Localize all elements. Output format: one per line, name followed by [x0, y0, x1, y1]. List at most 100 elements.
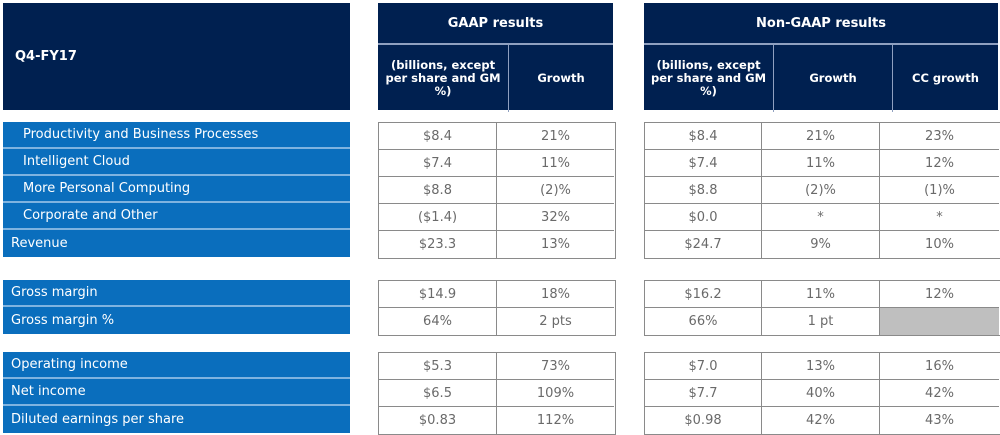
gaap-grid-group-2-cell: 64% — [379, 308, 497, 335]
gaap-grid-group-3-cell: $5.3 — [379, 353, 497, 380]
table-row: $8.4 21% — [379, 123, 615, 150]
table-row: $14.9 18% — [379, 281, 615, 308]
gaap-grid-group-3-cell: $6.5 — [379, 380, 497, 407]
row-label: Corporate and Other — [3, 203, 350, 230]
row-label-text: Gross margin — [11, 285, 98, 300]
row-label: Gross margin — [3, 280, 350, 307]
gaap-grid-group-1-cell: $8.8 — [379, 177, 497, 204]
row-label: Operating income — [3, 352, 350, 379]
table-row: $0.83 112% — [379, 407, 615, 434]
non-gaap-header: Non-GAAP results (billions, except per s… — [644, 3, 998, 112]
row-label: Net income — [3, 379, 350, 406]
non-gaap-grid-group-3-cell: $7.7 — [645, 380, 762, 407]
row-label-text: Operating income — [11, 357, 128, 372]
gaap-col-growth-text: Growth — [537, 71, 585, 85]
row-label: Productivity and Business Processes — [3, 122, 350, 149]
non-gaap-grid-group-1-cell: * — [880, 204, 999, 231]
row-label: Revenue — [3, 230, 350, 257]
non-gaap-grid-group-1: $8.4 21% 23% $7.4 11% 12% $8.8 (2)% (1)% $0.0 * * $2… — [644, 122, 1000, 259]
non-gaap-grid-group-1-cell: 9% — [762, 231, 880, 258]
non-gaap-grid-group-3-cell: $7.0 — [645, 353, 762, 380]
row-label-text: Revenue — [11, 236, 68, 251]
non-gaap-grid-group-1-cell: 21% — [762, 123, 880, 150]
non-gaap-grid-group-1-cell: 23% — [880, 123, 999, 150]
non-gaap-grid-group-2-cell: 66% — [645, 308, 762, 335]
non-gaap-col-growth: Growth — [774, 45, 893, 112]
gaap-grid-group-1-cell: $23.3 — [379, 231, 497, 258]
table-row: $7.0 13% 16% — [645, 353, 1000, 380]
row-label-text: More Personal Computing — [23, 181, 191, 196]
non-gaap-col-cc-growth: CC growth — [893, 45, 998, 112]
gaap-grid-group-1-cell: $7.4 — [379, 150, 497, 177]
gaap-grid-group-1-cell: (2)% — [497, 177, 614, 204]
non-gaap-col-growth-text: Growth — [809, 71, 857, 85]
table-row: 64% 2 pts — [379, 308, 615, 335]
non-gaap-grid-group-1-cell: 10% — [925, 237, 954, 252]
non-gaap-grid-group-1-cell: * — [762, 204, 880, 231]
non-gaap-grid-group-1-cell: $0.0 — [645, 204, 762, 231]
table-row: $6.5 109% — [379, 380, 615, 407]
period-label: Q4-FY17 — [15, 49, 77, 64]
gaap-grid-group-1-cell: ($1.4) — [379, 204, 497, 231]
non-gaap-grid-group-1-cell: $7.4 — [645, 150, 762, 177]
non-gaap-grid-group-2-cell: 12% — [880, 281, 999, 308]
table-row: $7.4 11% — [379, 150, 615, 177]
gaap-col-growth: Growth — [509, 45, 613, 112]
gaap-grid-group-3: $5.3 73% $6.5 109% $0.83 112% — [378, 352, 616, 435]
gaap-col-value: (billions, except per share and GM %) — [378, 45, 509, 112]
non-gaap-grid-group-3-cell: 40% — [762, 380, 880, 407]
gaap-grid-group-1-cell: 11% — [497, 150, 614, 177]
non-gaap-grid-group-2-cell: 11% — [762, 281, 880, 308]
non-gaap-grid-group-3: $7.0 13% 16% $7.7 40% 42% $0.98 42% 43% — [644, 352, 1000, 435]
non-gaap-grid-group-3-cell: 43% — [925, 413, 954, 428]
row-label: More Personal Computing — [3, 176, 350, 203]
non-gaap-grid-group-3-cell: $0.98 — [645, 407, 762, 434]
non-gaap-grid-group-3-cell: 42% — [762, 407, 880, 434]
period-header: Q4-FY17 — [3, 3, 350, 110]
row-label: Diluted earnings per share — [3, 406, 350, 433]
table-row: $0.0 * * — [645, 204, 1000, 231]
gaap-grid-group-3-cell: 109% — [497, 380, 614, 407]
gaap-grid-group-1-cell: 32% — [497, 204, 614, 231]
row-label-text: Productivity and Business Processes — [23, 127, 259, 142]
non-gaap-grid-group-1-cell: (1)% — [880, 177, 999, 204]
non-gaap-grid-group-1-cell: (2)% — [762, 177, 880, 204]
gaap-grid-group-3-cell: $0.83 — [379, 407, 497, 434]
non-gaap-grid-group-3-cell: 13% — [762, 353, 880, 380]
gaap-grid-group-2: $14.9 18% 64% 2 pts — [378, 280, 616, 336]
gaap-grid-group-2-cell: 2 pts — [539, 314, 572, 329]
non-gaap-grid-group-2: $16.2 11% 12% 66% 1 pt — [644, 280, 1000, 336]
gaap-grid-group-1: $8.4 21% $7.4 11% $8.8 (2)% ($1.4) 32% $23.3 13% — [378, 122, 616, 259]
non-gaap-col-value: (billions, except per share and GM %) — [644, 45, 774, 112]
table-row: $7.4 11% 12% — [645, 150, 1000, 177]
gaap-grid-group-1-cell: $8.4 — [379, 123, 497, 150]
non-gaap-grid-group-2-cell: 1 pt — [762, 308, 880, 335]
row-labels-group-1: Productivity and Business Processes Intel… — [3, 122, 350, 257]
row-label-text: Corporate and Other — [23, 208, 158, 223]
gaap-grid-group-2-cell: $14.9 — [379, 281, 497, 308]
gaap-col-value-text: (billions, except per share and GM %) — [385, 58, 501, 98]
non-gaap-grid-group-1-cell: $8.4 — [645, 123, 762, 150]
non-gaap-col-value-text: (billions, except per share and GM %) — [650, 58, 767, 98]
non-gaap-title-text: Non-GAAP results — [756, 15, 886, 31]
non-gaap-title: Non-GAAP results — [644, 3, 998, 45]
table-row: $0.98 42% 43% — [645, 407, 1000, 434]
gaap-grid-group-1-cell: 13% — [541, 237, 570, 252]
gaap-grid-group-3-cell: 112% — [536, 413, 575, 428]
non-gaap-grid-group-1-cell: 12% — [880, 150, 999, 177]
non-gaap-grid-group-2-cell — [880, 308, 999, 335]
row-labels-group-3: Operating income Net income Diluted earnin… — [3, 352, 350, 433]
table-row: $5.3 73% — [379, 353, 615, 380]
gaap-grid-group-2-cell: 18% — [497, 281, 614, 308]
table-row: $24.7 9% 10% — [645, 231, 1000, 258]
table-row: $8.8 (2)% (1)% — [645, 177, 1000, 204]
table-row: ($1.4) 32% — [379, 204, 615, 231]
table-row: $16.2 11% 12% — [645, 281, 1000, 308]
row-label: Gross margin % — [3, 307, 350, 334]
non-gaap-grid-group-1-cell: $24.7 — [645, 231, 762, 258]
non-gaap-grid-group-1-cell: $8.8 — [645, 177, 762, 204]
non-gaap-grid-group-3-cell: 16% — [880, 353, 999, 380]
row-label-text: Intelligent Cloud — [23, 154, 130, 169]
gaap-grid-group-3-cell: 73% — [497, 353, 614, 380]
table-row: $23.3 13% — [379, 231, 615, 258]
